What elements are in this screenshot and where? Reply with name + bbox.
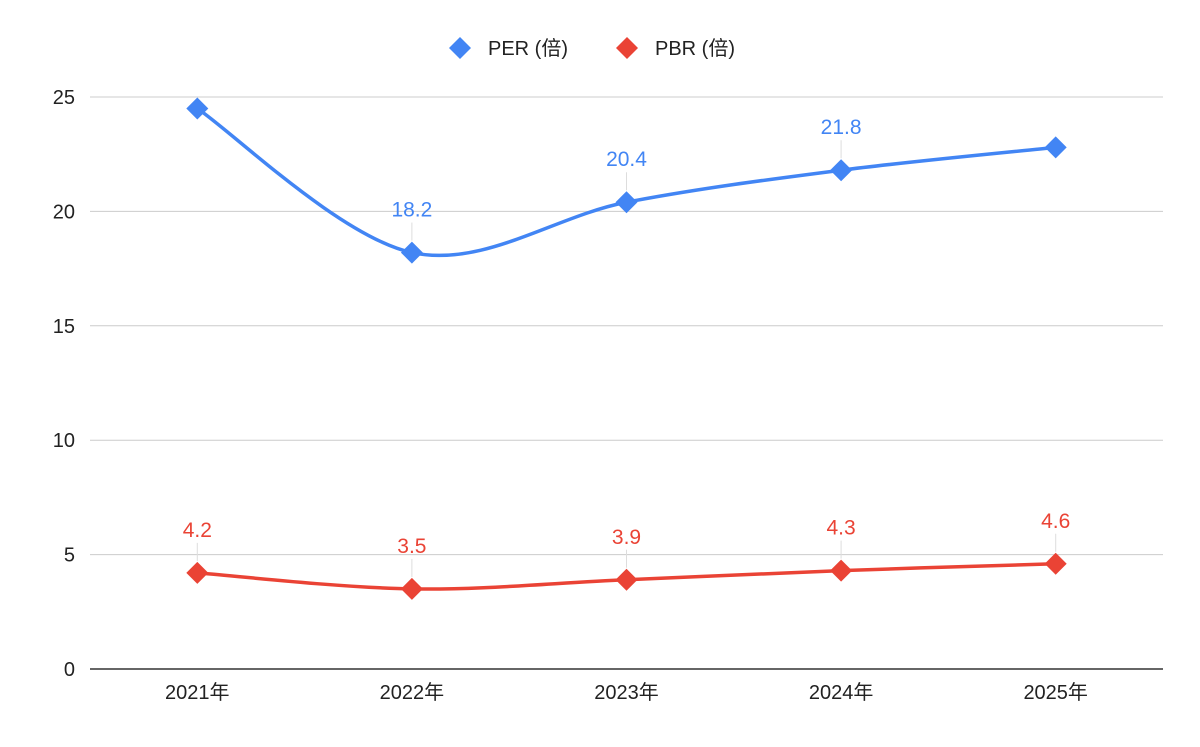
data-point-marker bbox=[830, 159, 853, 182]
x-tick-label: 2025年 bbox=[1023, 681, 1088, 704]
legend-label: PER (倍) bbox=[488, 37, 568, 60]
legend-marker-icon bbox=[449, 37, 471, 59]
data-label: 20.4 bbox=[606, 148, 647, 171]
data-point-marker bbox=[1044, 552, 1067, 575]
data-point-marker bbox=[615, 568, 638, 591]
y-tick-label: 5 bbox=[64, 545, 75, 567]
data-label: 3.5 bbox=[397, 535, 426, 558]
data-point-marker bbox=[400, 241, 423, 264]
data-point-marker bbox=[830, 559, 853, 582]
x-tick-label: 2021年 bbox=[165, 681, 230, 704]
x-tick-label: 2024年 bbox=[809, 681, 874, 704]
data-point-marker bbox=[615, 191, 638, 214]
data-label: 4.2 bbox=[183, 519, 212, 542]
legend-marker-icon bbox=[616, 37, 638, 59]
y-tick-label: 15 bbox=[53, 316, 75, 338]
y-tick-label: 20 bbox=[53, 201, 75, 223]
legend-label: PBR (倍) bbox=[655, 37, 735, 60]
data-label: 18.2 bbox=[391, 199, 432, 222]
data-point-marker bbox=[186, 97, 209, 120]
x-tick-label: 2023年 bbox=[594, 681, 659, 704]
data-label: 3.9 bbox=[612, 526, 641, 549]
data-point-marker bbox=[400, 577, 423, 600]
x-tick-label: 2022年 bbox=[380, 681, 445, 704]
y-tick-label: 25 bbox=[53, 87, 75, 109]
data-label: 21.8 bbox=[821, 116, 862, 139]
y-tick-label: 0 bbox=[64, 659, 75, 681]
data-point-marker bbox=[186, 561, 209, 584]
data-label: 4.3 bbox=[826, 517, 855, 540]
y-tick-label: 10 bbox=[53, 430, 75, 452]
data-point-marker bbox=[1044, 136, 1067, 159]
data-label: 4.6 bbox=[1041, 510, 1070, 533]
